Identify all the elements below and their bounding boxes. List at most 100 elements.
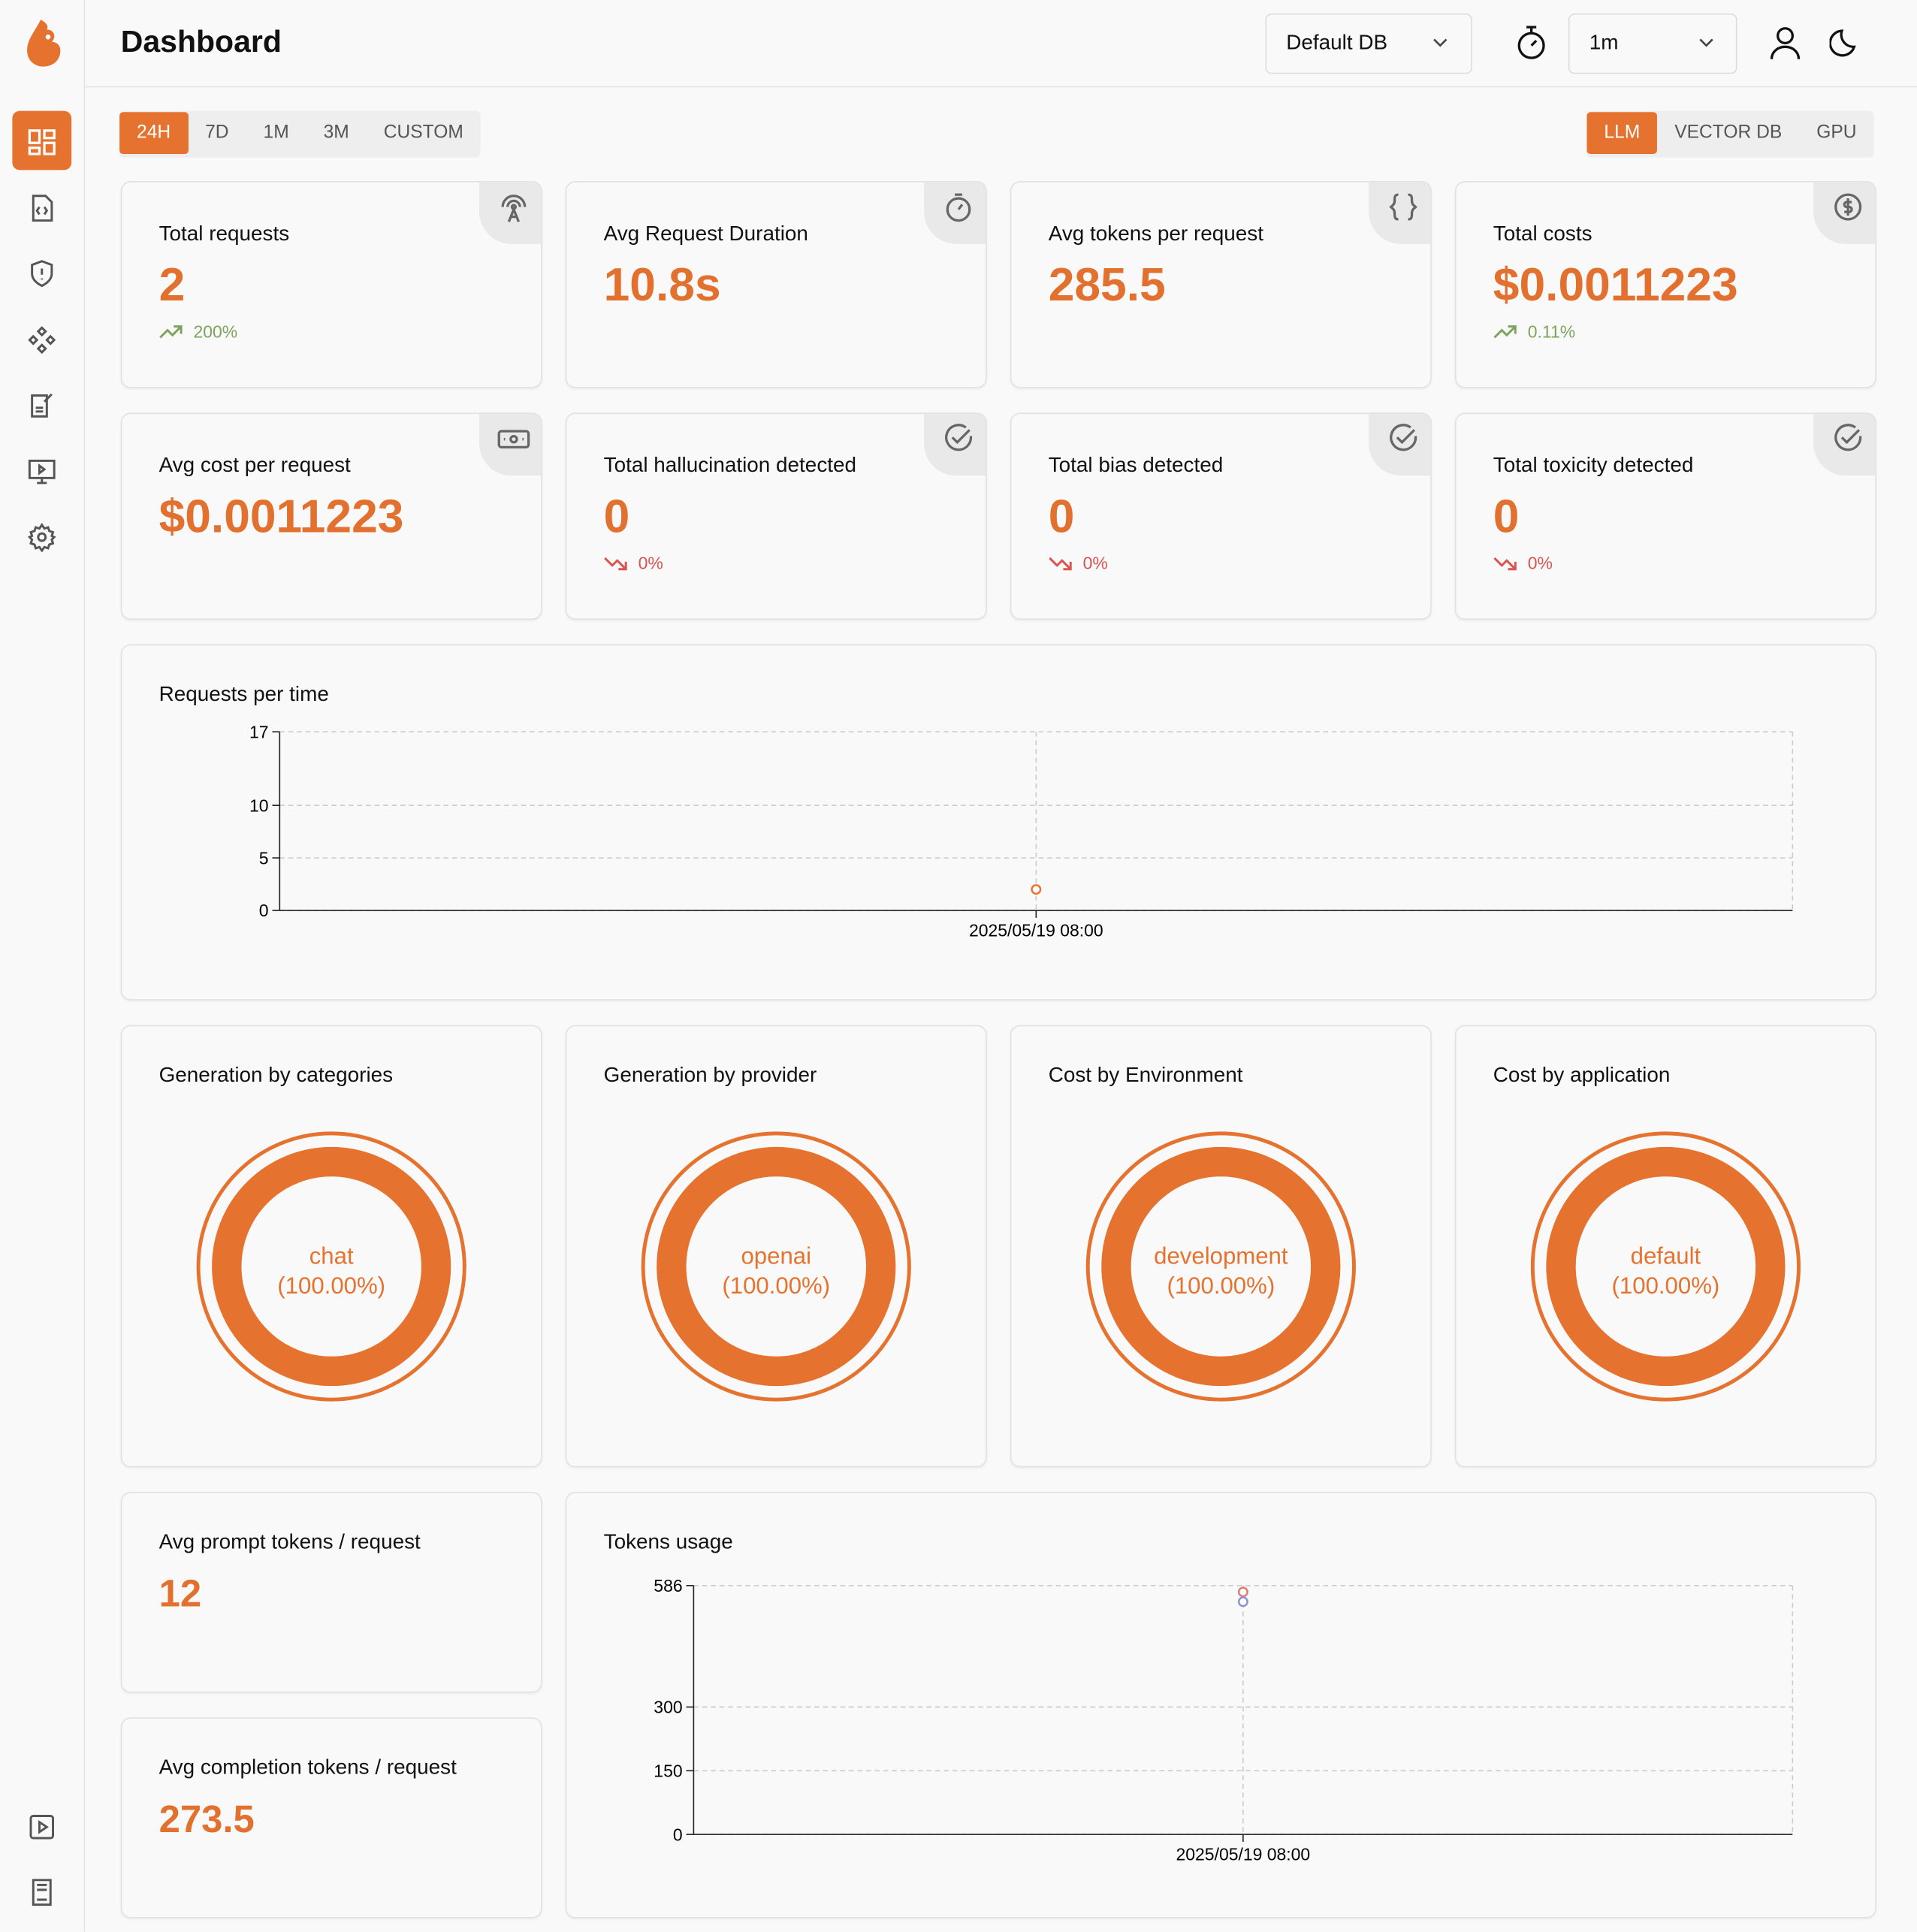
donut: chat (100.00%) <box>196 1131 466 1402</box>
stat-change: 0% <box>604 553 663 573</box>
stat-value: 0 <box>1048 491 1075 544</box>
change-value: 0% <box>1527 553 1553 573</box>
db-select-value: Default DB <box>1286 31 1388 55</box>
y-tick-label: 586 <box>654 1576 682 1595</box>
chart-title: Cost by application <box>1493 1063 1671 1087</box>
stat-value: 12 <box>158 1571 202 1616</box>
stat-label: Avg completion tokens / request <box>158 1755 457 1780</box>
nav-guard[interactable] <box>27 258 56 288</box>
logo[interactable] <box>23 17 65 69</box>
card-icon-bg <box>1813 182 1876 244</box>
stat-card: Total costs $0.0011223 0.11% <box>1454 181 1876 388</box>
card-icon-bg <box>1369 414 1431 476</box>
donut-card: Cost by Environment development (100.00%) <box>1010 1025 1432 1468</box>
nav-components[interactable] <box>27 325 56 355</box>
stat-change: 200% <box>159 321 238 342</box>
stat-change: 0.11% <box>1493 321 1575 341</box>
stat-label: Avg tokens per request <box>1048 222 1263 246</box>
trend-icon <box>1049 557 1072 570</box>
donut-segment <box>212 1146 451 1387</box>
trend-icon <box>604 557 627 570</box>
trend-icon <box>1493 325 1517 338</box>
tab[interactable]: 1M <box>263 122 289 143</box>
y-tick-label: 5 <box>259 848 269 868</box>
card-icon-bg <box>478 414 542 476</box>
card-icon <box>1834 193 1862 221</box>
card-icon <box>945 424 973 451</box>
card-icon <box>1834 424 1862 451</box>
card-icon-bg <box>924 414 986 476</box>
stat-change: 0% <box>1049 553 1108 573</box>
change-value: 0% <box>1082 553 1108 573</box>
donut-card: Generation by categories chat (100.00%) <box>120 1025 542 1468</box>
stat-value: 285.5 <box>1048 260 1166 312</box>
stat-card: Total hallucination detected 0 0% <box>565 412 987 620</box>
card-icon <box>1390 424 1417 451</box>
stat-value: 0 <box>1493 491 1520 544</box>
change-value: 200% <box>193 321 238 342</box>
nav-dashboard[interactable] <box>27 128 56 155</box>
nav-requests[interactable] <box>27 193 56 222</box>
donut-segment <box>1546 1146 1786 1387</box>
page-title: Dashboard <box>120 24 282 59</box>
donut-outline <box>1085 1131 1356 1402</box>
interval-select[interactable]: 1m <box>1568 14 1737 74</box>
tab[interactable]: CUSTOM <box>383 122 463 143</box>
donut-label: development <box>1154 1243 1288 1269</box>
chart-title: Cost by Environment <box>1048 1063 1243 1087</box>
nav-evaluations[interactable] <box>27 391 56 420</box>
donut-label: default <box>1631 1243 1701 1269</box>
chart-card: Requests per time 0 5 10 17 2025/05/19 08:00 <box>120 644 1876 1001</box>
chart-title: Generation by provider <box>603 1063 817 1087</box>
db-select[interactable]: Default DB <box>1265 14 1472 74</box>
chart-title: Requests per time <box>158 682 329 706</box>
y-tick-label: 0 <box>259 901 269 920</box>
nav-playground[interactable] <box>27 457 56 486</box>
stat-value: 10.8s <box>603 260 721 312</box>
card-icon <box>501 195 527 222</box>
tab[interactable]: LLM <box>1586 112 1658 155</box>
chart-title: Generation by categories <box>158 1063 394 1087</box>
chart-title: Tokens usage <box>603 1530 733 1554</box>
y-tick-label: 17 <box>249 722 269 741</box>
tab[interactable]: 3M <box>323 122 349 143</box>
change-value: 0.11% <box>1527 321 1576 342</box>
user-icon[interactable] <box>1769 26 1801 60</box>
mode-tabs: LLM VECTOR DB GPU <box>1586 110 1874 158</box>
y-tick-label: 300 <box>654 1698 682 1717</box>
stat-card: Total bias detected 0 0% <box>1010 412 1432 620</box>
stat-label: Avg prompt tokens / request <box>158 1530 421 1554</box>
donut: openai (100.00%) <box>641 1131 911 1402</box>
stat-card: Avg cost per request $0.0011223 <box>120 412 542 620</box>
x-tick-label: 2025/05/19 08:00 <box>1176 1845 1311 1864</box>
tab[interactable]: 24H <box>119 112 189 155</box>
stat-label: Total costs <box>1493 222 1592 246</box>
donut-outline <box>641 1131 911 1402</box>
donut-outline <box>196 1131 466 1402</box>
data-point <box>1031 884 1042 895</box>
tab[interactable]: 7D <box>205 122 229 143</box>
donut-label: chat <box>309 1243 354 1269</box>
y-tick-label: 150 <box>654 1761 682 1781</box>
nav-settings[interactable] <box>27 522 56 552</box>
donut-label: openai <box>741 1243 811 1269</box>
refresh-icon[interactable] <box>1514 25 1549 62</box>
donut-value-label: (100.00%) <box>1612 1272 1720 1299</box>
tab[interactable]: GPU <box>1816 122 1857 143</box>
change-value: 0% <box>638 553 663 573</box>
chart: 0 5 10 17 2025/05/19 08:00 <box>249 722 1794 940</box>
interval-value: 1m <box>1589 31 1619 55</box>
card-icon-bg <box>1813 414 1876 476</box>
tab[interactable]: VECTOR DB <box>1674 122 1783 143</box>
nav-demo[interactable] <box>27 1813 56 1842</box>
card-icon <box>1389 193 1417 221</box>
stat-label: Total hallucination detected <box>603 453 857 477</box>
donut-card: Generation by provider openai (100.00%) <box>565 1025 987 1468</box>
donut-value-label: (100.00%) <box>277 1272 385 1299</box>
nav-active[interactable] <box>12 110 72 171</box>
theme-toggle[interactable] <box>1829 27 1862 59</box>
token-stat-card: Avg prompt tokens / request 12 <box>120 1492 542 1693</box>
nav-docs[interactable] <box>27 1878 56 1907</box>
stat-value: $0.0011223 <box>1493 260 1738 312</box>
